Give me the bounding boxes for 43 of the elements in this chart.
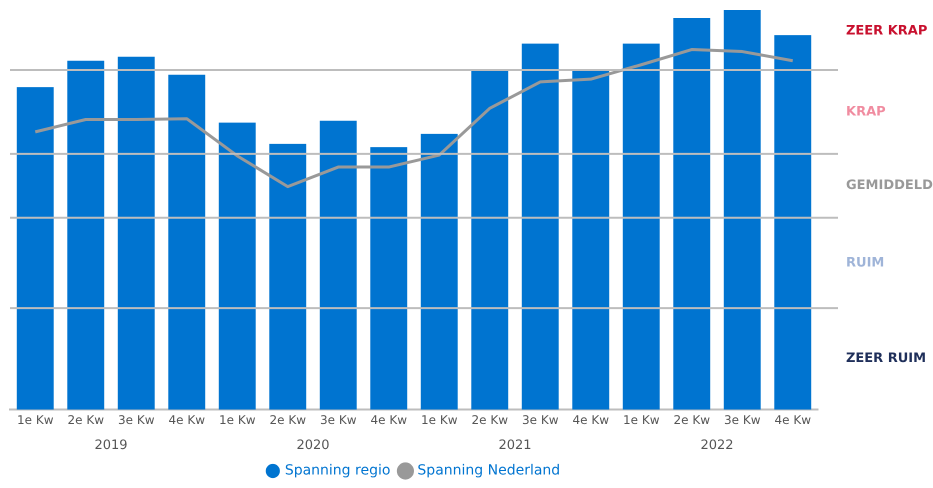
x-tick-label: 4e Kw bbox=[168, 412, 206, 427]
bar bbox=[218, 122, 256, 410]
bar bbox=[724, 10, 761, 410]
bar bbox=[370, 147, 408, 410]
x-tick-label: 3e Kw bbox=[724, 412, 761, 427]
bar bbox=[16, 87, 54, 410]
bar bbox=[471, 70, 508, 410]
bar bbox=[420, 134, 458, 410]
legend-label: Spanning regio bbox=[284, 462, 390, 479]
bar bbox=[622, 44, 660, 410]
x-tick-label: 3e Kw bbox=[320, 412, 357, 427]
bar bbox=[67, 60, 104, 410]
x-tick-label: 1e Kw bbox=[622, 412, 660, 427]
text: 2021 bbox=[498, 438, 532, 453]
bar bbox=[673, 18, 710, 410]
x-tick-label: 2e Kw bbox=[471, 412, 508, 427]
x-tick-label: 2e Kw bbox=[67, 412, 104, 427]
x-tick-label: 1e Kw bbox=[16, 412, 54, 427]
text: 2020 bbox=[296, 438, 330, 453]
text: ZEER RUIM bbox=[846, 351, 926, 366]
x-tick-label: 2e Kw bbox=[269, 412, 306, 427]
text: GEMIDDELD bbox=[846, 178, 933, 194]
text: 2019 bbox=[94, 438, 128, 453]
x-tick-label: 4e Kw bbox=[774, 412, 812, 427]
bar bbox=[269, 144, 306, 410]
bar bbox=[572, 70, 610, 410]
text: 2022 bbox=[700, 438, 734, 453]
legend-label: Spanning Nederland bbox=[417, 462, 560, 479]
x-tick-label: 3e Kw bbox=[522, 412, 559, 427]
bar bbox=[168, 74, 206, 410]
bar bbox=[320, 120, 357, 410]
x-tick-label: 1e Kw bbox=[218, 412, 256, 427]
x-tick-label: 2e Kw bbox=[673, 412, 710, 427]
bar bbox=[118, 56, 155, 410]
x-tick-label: 4e Kw bbox=[370, 412, 408, 427]
text: KRAP bbox=[846, 104, 886, 120]
x-tick-label: 1e Kw bbox=[420, 412, 458, 427]
x-tick-label: 4e Kw bbox=[572, 412, 610, 427]
text: RUIM bbox=[846, 255, 884, 270]
bar bbox=[774, 35, 812, 410]
bar bbox=[522, 44, 559, 410]
text: ZEER KRAP bbox=[846, 23, 928, 38]
x-tick-label: 3e Kw bbox=[118, 412, 155, 427]
